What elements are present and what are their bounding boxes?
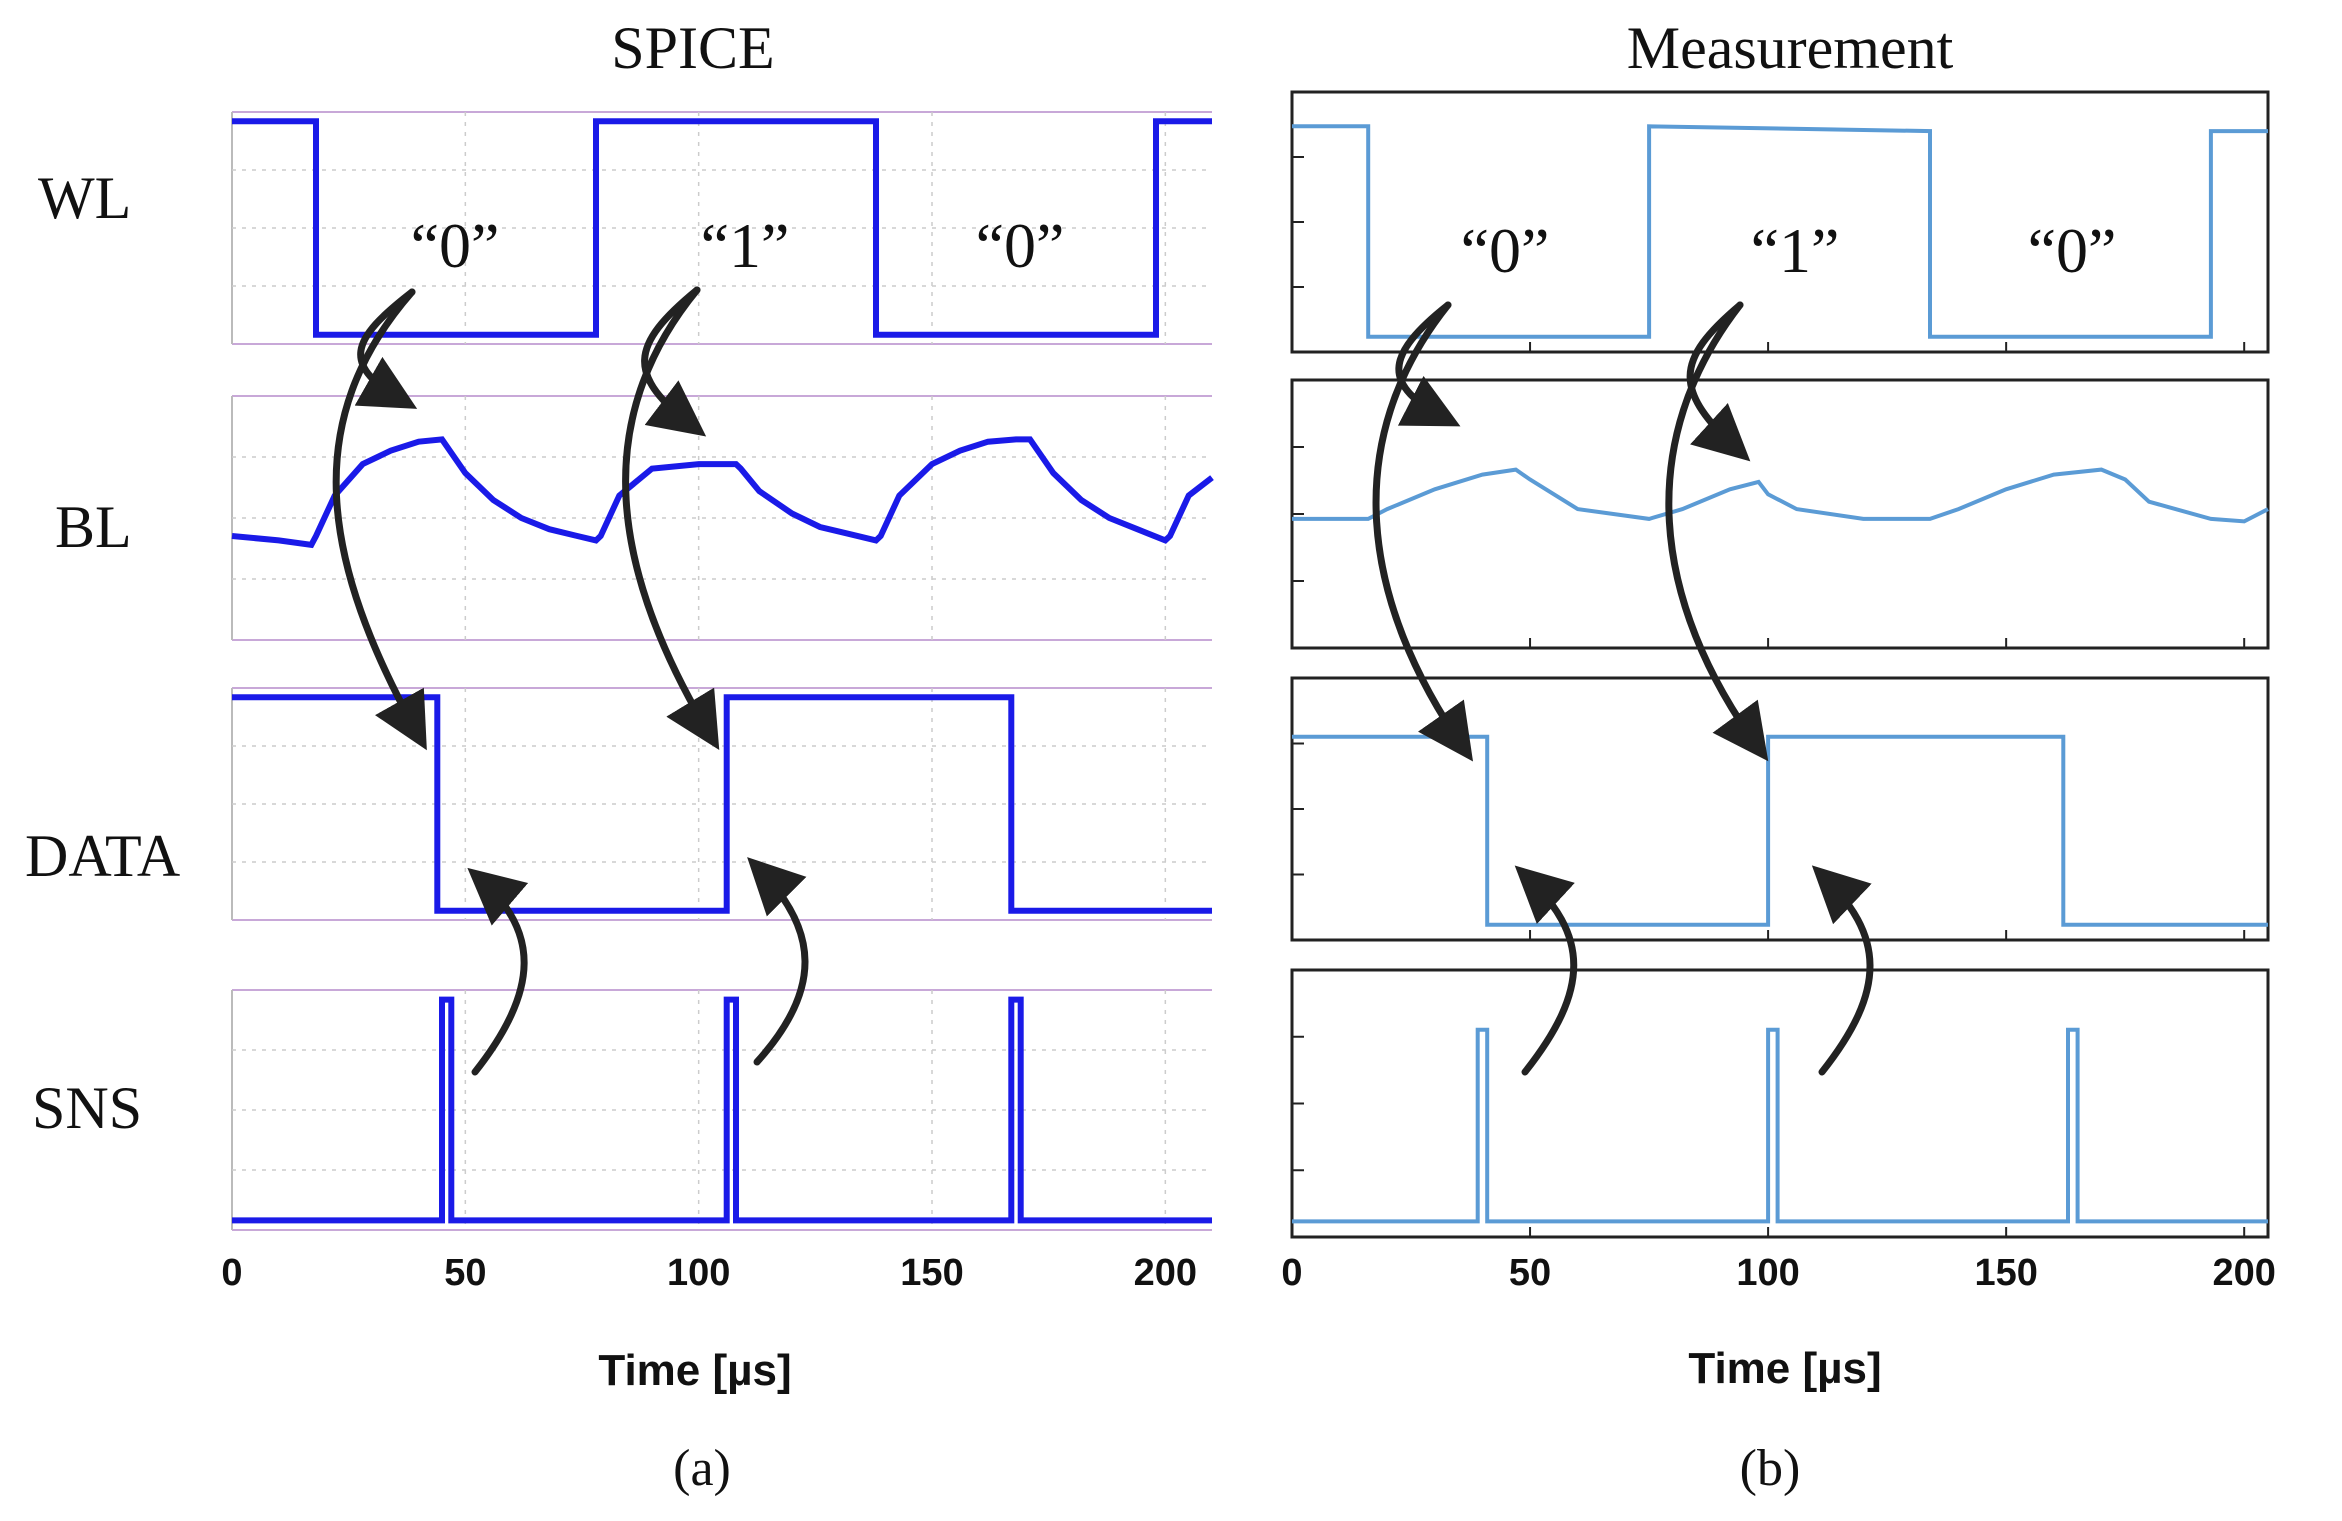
panel-frame — [1290, 968, 2270, 1239]
arrow-sns-to-data-a1 — [747, 857, 809, 1066]
measurement-title: Measurement — [1627, 15, 1954, 81]
bit-label-b-2: “0” — [2028, 215, 2117, 286]
spice-x-axis-label: Time [µs] — [598, 1346, 791, 1395]
measurement-panels — [1290, 90, 2270, 1239]
measurement-x-axis-label: Time [µs] — [1688, 1344, 1881, 1393]
trace-sns-spice — [232, 996, 1212, 1224]
trace-wl-measurement — [1292, 124, 2268, 339]
x-tick-label: 100 — [667, 1252, 730, 1294]
bit-label-b-0: “0” — [1461, 215, 1550, 286]
arrow-wl-to-data-b1 — [1665, 301, 1769, 762]
trace-data-measurement — [1292, 734, 2268, 927]
x-tick-label: 150 — [900, 1252, 963, 1294]
measurement-x-axis: 0 50 100 150 200 — [1281, 1252, 2275, 1294]
arrow-wl-to-bl-b0 — [1395, 301, 1461, 427]
measurement-arrows — [1372, 301, 1874, 1076]
caption-b: (b) — [1740, 1440, 1801, 1497]
bit-label-a-0: “0” — [411, 210, 500, 281]
spice-x-axis: 0 50 100 150 200 — [221, 1252, 1197, 1294]
x-tick-label: 100 — [1736, 1252, 1799, 1294]
spice-panels — [231, 111, 1212, 1231]
caption-a: (a) — [673, 1440, 731, 1497]
arrow-wl-to-bl-a1 — [641, 286, 707, 437]
x-tick-label: 50 — [444, 1252, 486, 1294]
arrow-wl-to-bl-b1 — [1686, 301, 1751, 462]
trace-sns-measurement — [1292, 1027, 2268, 1224]
panel-frame — [1290, 378, 2270, 650]
trace-data-spice — [232, 694, 1212, 914]
signal-label-wl: WL — [38, 165, 131, 231]
arrow-wl-to-data-a0 — [332, 288, 427, 751]
spice-arrows — [332, 286, 809, 1076]
signal-label-bl: BL — [55, 494, 132, 560]
panel-frame — [1290, 676, 2270, 942]
arrow-wl-to-data-a1 — [622, 286, 720, 750]
x-tick-label: 200 — [1134, 1252, 1197, 1294]
bit-label-b-1: “1” — [1751, 215, 1840, 286]
x-tick-label: 200 — [2212, 1252, 2275, 1294]
arrow-wl-to-bl-a0 — [354, 288, 418, 409]
traces — [231, 118, 2269, 1224]
x-tick-label: 150 — [1974, 1252, 2037, 1294]
signal-label-data: DATA — [25, 823, 180, 889]
arrow-sns-to-data-b0 — [1514, 865, 1578, 1076]
x-tick-label: 50 — [1509, 1252, 1551, 1294]
signal-label-sns: SNS — [32, 1075, 142, 1141]
trace-bl-measurement — [1292, 467, 2269, 524]
arrow-sns-to-data-a0 — [467, 867, 529, 1076]
trace-wl-spice — [232, 118, 1212, 338]
bit-label-a-2: “0” — [976, 210, 1065, 281]
trace-bl-spice — [231, 436, 1214, 549]
x-tick-label: 0 — [221, 1252, 242, 1294]
bit-label-a-1: “1” — [701, 210, 790, 281]
x-tick-label: 0 — [1281, 1252, 1302, 1294]
arrow-wl-to-data-b0 — [1372, 301, 1474, 762]
arrow-sns-to-data-b1 — [1811, 865, 1874, 1076]
spice-title: SPICE — [611, 15, 774, 81]
